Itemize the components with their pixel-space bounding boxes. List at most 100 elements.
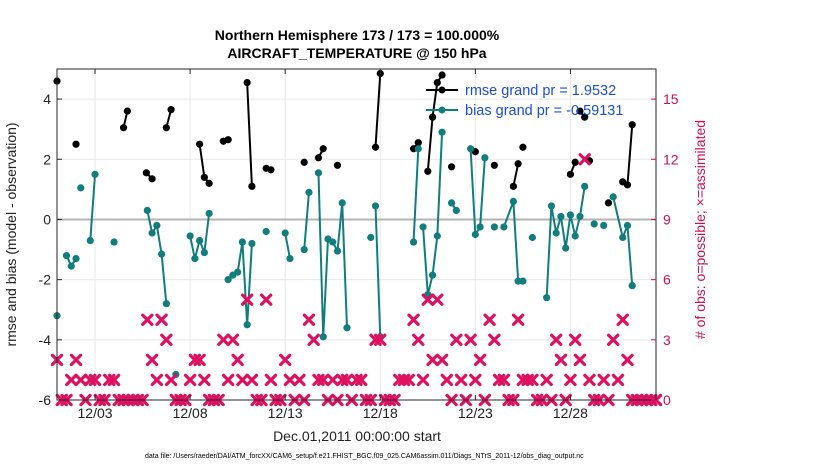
- obs-assimilated-marker: [402, 373, 415, 387]
- rmse-point: [205, 179, 213, 187]
- obs-assimilated-marker: [107, 373, 121, 387]
- obs-assimilated-marker: [217, 333, 230, 347]
- bias-point: [86, 236, 94, 245]
- obs-assimilated-marker: [264, 373, 278, 387]
- bias-line-segment: [502, 200, 523, 283]
- rmse-point: [200, 173, 208, 181]
- chart-title: Northern Hemisphere 173 / 173 = 100.000%: [215, 27, 500, 43]
- rmse-point: [447, 163, 456, 171]
- bias-point: [305, 188, 313, 196]
- y-right-tick-label: 6: [663, 272, 671, 288]
- rmse-point: [519, 143, 527, 151]
- obs-assimilated-marker: [74, 373, 87, 387]
- bias-point: [447, 199, 456, 207]
- bias-point: [419, 223, 427, 231]
- bias-point: [205, 209, 213, 218]
- bias-point: [72, 254, 80, 263]
- axis-ticks: 12/03 12/08 12/13 12/18 12/23 12/28 -6 -4 -2 0 2 4 0…: [39, 69, 679, 421]
- rmse-point: [604, 199, 613, 207]
- obs-assimilated-marker: [597, 373, 610, 387]
- bias-point: [476, 223, 484, 231]
- obs-assimilated-marker: [278, 353, 292, 367]
- bias-line-segment: [303, 192, 310, 250]
- bias-point: [452, 206, 460, 215]
- rmse-point: [433, 78, 441, 87]
- bias-line-segment: [374, 205, 382, 337]
- rmse-line-segment: [246, 82, 253, 187]
- bias-point: [481, 154, 489, 162]
- obs-assimilated-marker: [183, 373, 197, 387]
- rmse-point: [571, 158, 579, 166]
- obs-assimilated-marker: [283, 373, 297, 387]
- y-axis-right-label: # of obs: o=possible; ×=assimilated: [692, 120, 708, 339]
- bias-point: [329, 238, 337, 246]
- x-tick-label: 12/08: [173, 405, 208, 421]
- obs-assimilated-marker: [578, 153, 591, 166]
- y-tick-label: 0: [43, 211, 51, 227]
- obs-assimilated-marker: [416, 373, 430, 387]
- rmse-point: [623, 181, 632, 189]
- obs-assimilated-marker: [355, 373, 368, 387]
- rmse-point: [566, 170, 575, 178]
- x-axis-label: Dec.01,2011 00:00:00 start: [273, 428, 441, 444]
- obs-assimilated-marker: [497, 373, 511, 387]
- rmse-point: [196, 140, 204, 148]
- bias-point: [110, 238, 118, 246]
- rmse-point: [414, 139, 422, 147]
- obs-assimilated-marker: [431, 293, 444, 306]
- y-right-tick-label: 0: [663, 392, 671, 408]
- bias-point: [314, 169, 323, 177]
- rmse-point: [142, 169, 150, 177]
- obs-assimilated-marker: [231, 353, 244, 367]
- bias-point: [338, 199, 346, 207]
- obs-assimilated-marker: [564, 373, 577, 387]
- rmse-point: [576, 107, 584, 115]
- bias-point: [590, 220, 598, 228]
- obs-assimilated-marker: [340, 373, 354, 387]
- obs-assimilated-marker: [302, 313, 316, 326]
- bias-point: [438, 128, 446, 136]
- bias-point: [490, 223, 498, 231]
- y-right-tick-label: 9: [663, 211, 671, 227]
- x-tick-label: 12/03: [78, 405, 113, 421]
- bias-point: [562, 244, 570, 252]
- bias-point: [581, 182, 589, 190]
- axes-box: [56, 68, 657, 401]
- obs-assimilated-marker: [293, 373, 306, 387]
- y-tick-label: 2: [43, 151, 51, 167]
- bias-point: [343, 324, 351, 332]
- rmse-line-segment: [426, 74, 443, 172]
- obs-assimilated-marker: [450, 333, 463, 347]
- bias-point: [234, 268, 242, 276]
- obs-assimilated-marker: [412, 333, 425, 347]
- bias-point: [186, 232, 194, 240]
- rmse-point: [224, 136, 232, 144]
- rmse-point: [267, 166, 275, 174]
- bias-line-segment: [412, 148, 420, 243]
- obs-assimilated-marker: [469, 373, 482, 387]
- rmse-point: [438, 71, 446, 79]
- bias-point: [238, 238, 247, 246]
- x-tick-label: 12/18: [363, 405, 398, 421]
- legend-rmse-marker: [438, 86, 446, 94]
- bias-point: [367, 233, 375, 242]
- bias-point: [566, 211, 575, 219]
- obs-assimilated-marker: [435, 353, 449, 367]
- rmse-line-segment: [374, 73, 382, 148]
- obs-assimilated-marker: [464, 333, 477, 347]
- y-axis-label: rmse and bias (model - observation): [3, 122, 19, 346]
- bias-point: [552, 229, 560, 237]
- rmse-point: [300, 158, 308, 166]
- bias-point: [91, 170, 99, 178]
- rmse-point: [314, 154, 323, 162]
- bias-point: [414, 145, 422, 153]
- bias-point: [157, 250, 166, 258]
- rmse-point: [167, 106, 175, 114]
- rmse-point: [424, 167, 432, 175]
- rmse-point: [148, 175, 156, 183]
- x-tick-label: 12/28: [553, 405, 588, 421]
- obs-assimilated-marker: [440, 373, 454, 387]
- rmse-point: [371, 143, 380, 151]
- obs-assimilated-marker: [483, 313, 496, 326]
